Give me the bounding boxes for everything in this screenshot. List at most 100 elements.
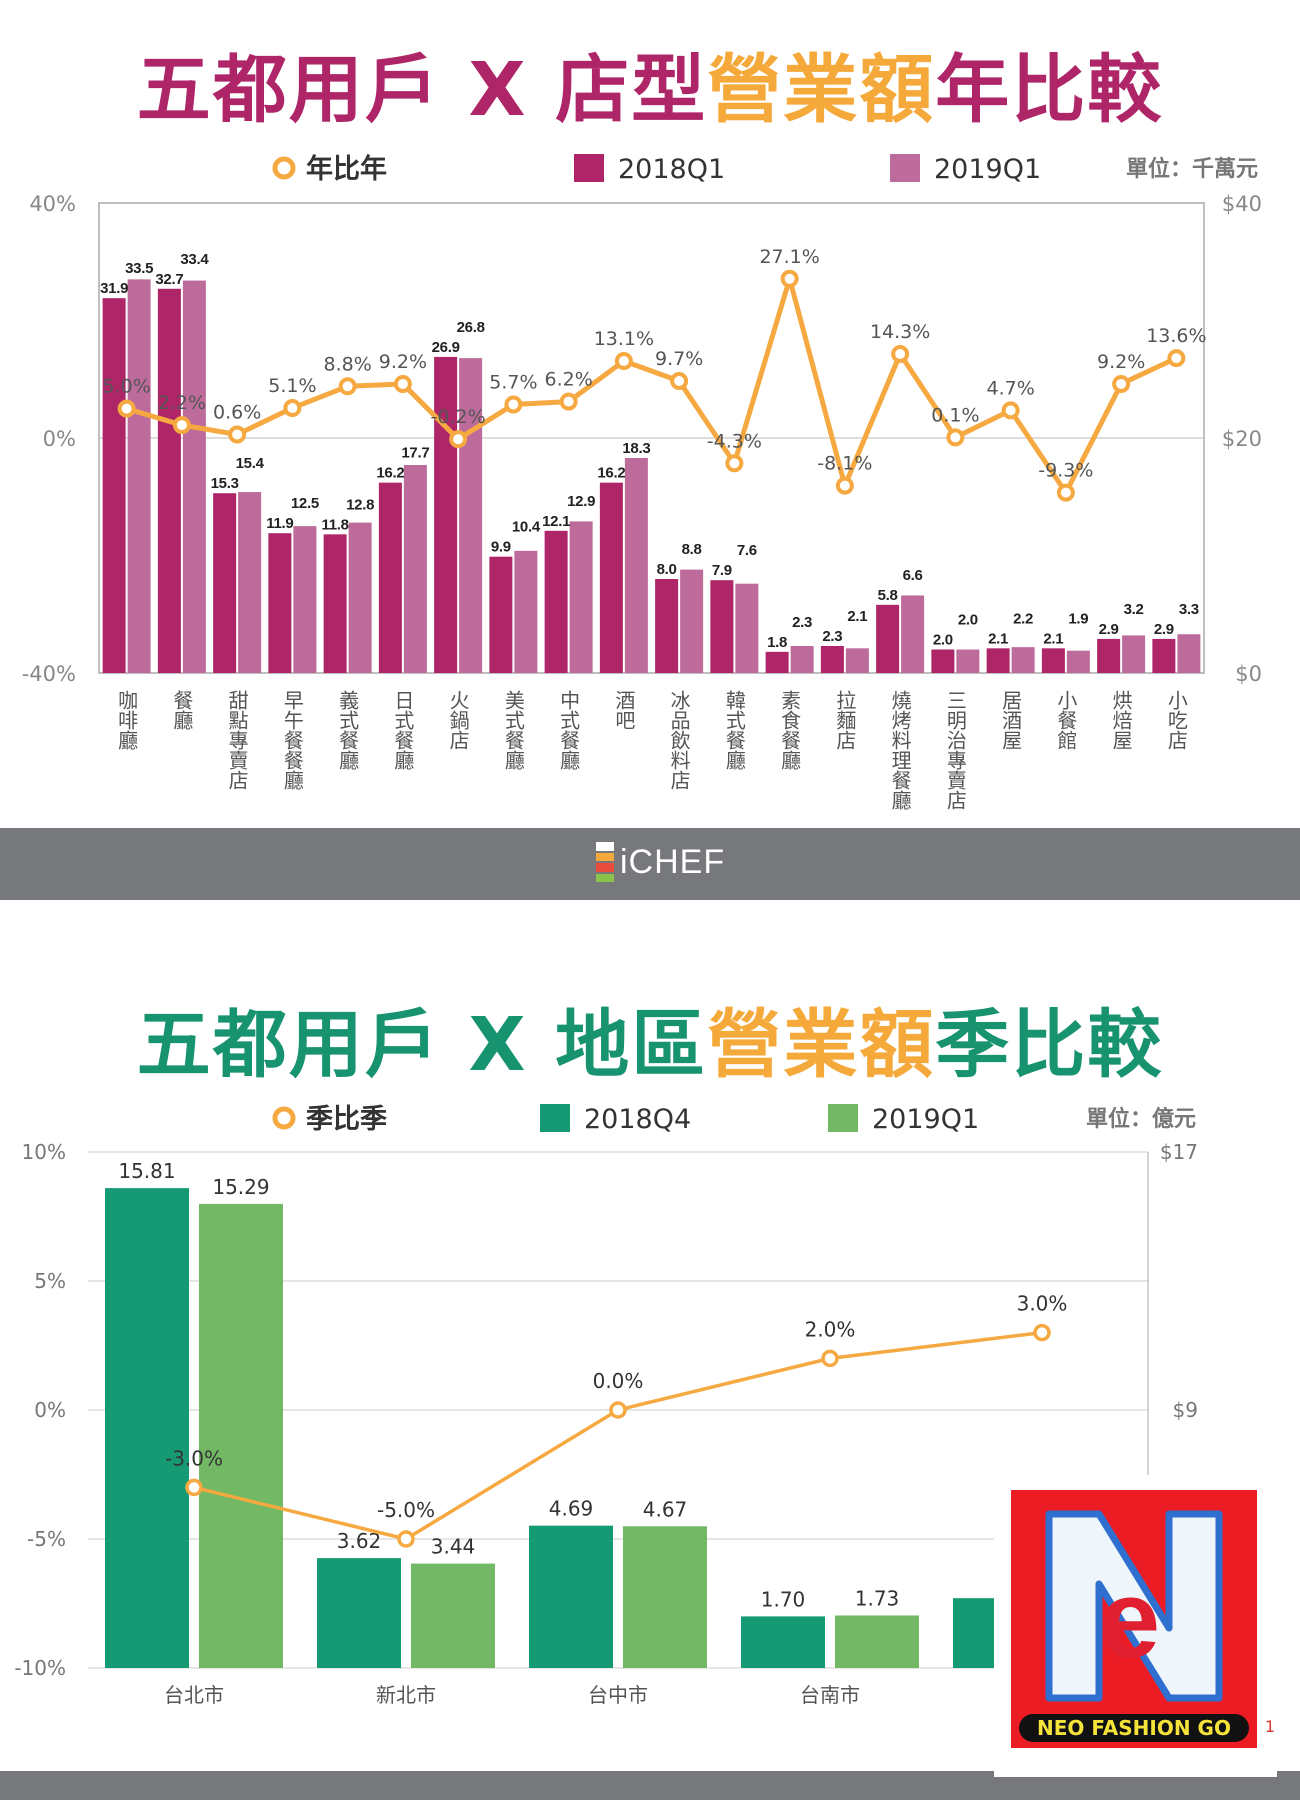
- bar-2018Q1: [489, 556, 513, 673]
- bar-2019Q1: [956, 649, 980, 673]
- left-tick: -40%: [22, 662, 76, 686]
- page-mark: 1: [1264, 1717, 1275, 1736]
- chart2-title: 五都用戶 X 地區營業額季比較: [136, 1002, 1164, 1088]
- bar-2018Q4: [741, 1616, 825, 1668]
- yoy-line: [125, 276, 1178, 496]
- qoq-point: [397, 1530, 415, 1548]
- bar-value-label: 1.8: [767, 634, 787, 651]
- yoy-point: [338, 377, 357, 396]
- category-label: 台南市: [800, 1683, 860, 1707]
- bar-value-label: 18.3: [622, 440, 650, 457]
- bar-value-label: 2.9: [1154, 621, 1174, 638]
- bar-value-label: 7.9: [712, 562, 732, 579]
- bar-value-label: 32.7: [155, 271, 183, 288]
- bar-2018Q4: [317, 1558, 401, 1668]
- yoy-point: [1001, 401, 1020, 420]
- yoy-point: [172, 416, 191, 435]
- bar-2018Q4: [529, 1525, 613, 1668]
- category-label: 台北市: [164, 1683, 224, 1707]
- ichef-mark-icon: [596, 842, 614, 882]
- bar-value-label: 16.2: [376, 465, 404, 482]
- yoy-point: [1112, 374, 1131, 393]
- category-label: 冰品飲料店: [667, 690, 691, 790]
- qoq-label: 2.0%: [805, 1317, 856, 1341]
- bar-value-label: 15.4: [236, 455, 265, 472]
- category-label: 新北市: [376, 1683, 436, 1707]
- legend-line-marker: [272, 1106, 296, 1130]
- bar-value-label: 9.9: [491, 539, 511, 556]
- bar-2019Q1: [569, 521, 593, 673]
- bar-value-label: 11.8: [322, 516, 349, 533]
- bar-2018Q1: [986, 648, 1010, 673]
- bar-2018Q1: [378, 482, 402, 673]
- bar-2019Q1: [238, 492, 262, 673]
- left-tick: 40%: [29, 192, 76, 216]
- legend-line-marker: [272, 156, 296, 180]
- qoq-point: [185, 1478, 203, 1497]
- bar-value-label: 12.1: [542, 513, 570, 530]
- bar-2018Q1: [102, 298, 126, 673]
- bar-2018Q1: [655, 579, 679, 673]
- left-tick: 5%: [34, 1269, 66, 1293]
- legend-s2-label: 2019Q1: [934, 154, 1041, 185]
- bar-value-label: 4.67: [643, 1497, 688, 1521]
- yoy-label: -9.3%: [1038, 460, 1093, 482]
- yoy-label: 5.1%: [268, 375, 316, 397]
- bar-value-label: 7.6: [737, 542, 757, 559]
- bar-value-label: 6.6: [903, 567, 923, 584]
- bar-value-label: 3.62: [337, 1529, 382, 1553]
- bar-2019Q1: [127, 279, 151, 673]
- unit-label: 單位：億元: [1086, 1106, 1196, 1132]
- qoq-point: [1033, 1323, 1051, 1342]
- yoy-point: [393, 374, 412, 393]
- yoy-point: [835, 476, 854, 495]
- category-label: 燒烤料理餐廳: [888, 690, 912, 810]
- left-tick: 0%: [43, 427, 76, 451]
- bar-2019Q1: [624, 457, 648, 673]
- yoy-point: [1167, 349, 1186, 368]
- bar-value-label: 4.69: [549, 1497, 594, 1521]
- bar-2018Q1: [1097, 638, 1121, 673]
- legend-s1-label: 2018Q4: [584, 1104, 691, 1135]
- bar-value-label: 3.44: [431, 1535, 476, 1559]
- bar-value-label: 11.9: [266, 515, 293, 532]
- yoy-point: [1056, 483, 1075, 502]
- yoy-point: [725, 454, 744, 473]
- bar-value-label: 33.5: [125, 260, 153, 277]
- bar-value-label: 10.4: [512, 519, 541, 536]
- yoy-point: [559, 392, 578, 411]
- yoy-label: 5.0%: [102, 376, 150, 398]
- ichef-brand-text: iCHEF: [620, 842, 726, 881]
- yoy-label: 6.2%: [544, 369, 592, 391]
- yoy-point: [670, 372, 689, 391]
- bar-2019Q1: [514, 550, 538, 673]
- yoy-label: 4.7%: [986, 377, 1034, 399]
- bar-value-label: 2.1: [847, 608, 867, 625]
- bar-value-label: 1.70: [761, 1587, 806, 1611]
- bar-2019Q1: [1011, 647, 1035, 673]
- unit-label: 單位：千萬元: [1126, 156, 1258, 182]
- bar-2018Q1: [876, 604, 900, 673]
- yoy-label: 9.7%: [655, 348, 703, 370]
- category-label: 三明治專賣店: [943, 690, 967, 810]
- watermark-e-glyph: e: [1099, 1558, 1161, 1681]
- left-tick: 0%: [34, 1398, 66, 1422]
- legend-line-label: 季比季: [306, 1104, 387, 1135]
- qoq-point: [609, 1401, 627, 1419]
- bar-2019Q1: [293, 526, 317, 673]
- bar-2019Q1: [845, 648, 869, 673]
- bar-2019Q1: [901, 595, 925, 673]
- bar-value-label: 12.9: [567, 493, 595, 510]
- bar-value-label: 33.4: [180, 251, 209, 268]
- bar-2019Q1: [1177, 634, 1201, 673]
- bar-value-label: 12.5: [291, 495, 319, 512]
- bar-2019Q1: [1066, 650, 1090, 673]
- bar-value-label: 3.2: [1124, 601, 1144, 618]
- yoy-label: 0.6%: [213, 401, 261, 423]
- bar-2018Q1: [710, 580, 734, 673]
- yoy-point: [780, 269, 799, 288]
- bar-2018Q1: [599, 482, 623, 673]
- yoy-label: -8.1%: [817, 453, 872, 475]
- bar-2019Q1: [735, 583, 759, 673]
- category-label: 火鍋店: [446, 690, 470, 750]
